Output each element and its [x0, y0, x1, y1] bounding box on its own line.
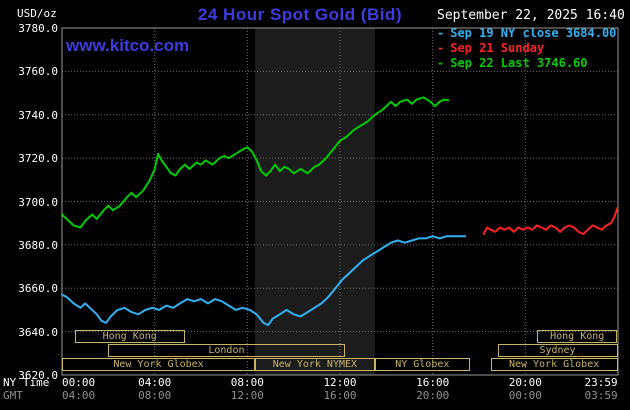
session-box: Sydney: [497, 344, 618, 357]
session-box: London: [108, 344, 345, 357]
x-tick-label-gmt: 16:00: [323, 389, 357, 402]
x-tick-label-ny: 04:00: [138, 376, 172, 389]
session-box: NY Globex: [374, 358, 470, 371]
y-tick-label: 3760.0: [18, 65, 58, 79]
series-sep22-last: [61, 96, 450, 229]
y-tick-label: 3780.0: [18, 22, 58, 35]
session-box: New York Globex: [490, 358, 618, 371]
x-tick-label-gmt: 12:00: [230, 389, 264, 402]
legend-label: Sep 21 Sunday: [450, 41, 545, 55]
y-tick-label: 3620.0: [18, 369, 58, 382]
x-tick-label-ny: 12:00: [323, 376, 357, 389]
session-box: Hong Kong: [74, 330, 185, 343]
legend-dash-icon: -: [437, 26, 445, 40]
legend-item: - Sep 19 NY close 3684.00: [437, 26, 616, 41]
session-box: New York Globex: [62, 358, 255, 371]
y-axis-units-label: USD/oz: [17, 7, 57, 20]
series-sep21-sunday: [482, 207, 619, 235]
legend-label: Sep 19 NY close 3684.00: [450, 26, 617, 40]
y-tick-label: 3720.0: [18, 152, 58, 166]
session-box: New York NYMEX: [255, 358, 375, 371]
x-tick-label-ny: 16:00: [416, 376, 450, 389]
y-tick-label: 3700.0: [18, 195, 58, 209]
series-sep19-ny-close: [61, 235, 467, 327]
plot-frame: [61, 27, 619, 376]
legend-item: - Sep 22 Last 3746.60: [437, 56, 616, 71]
kitco-watermark-link[interactable]: www.kitco.com: [66, 36, 190, 55]
x-tick-label-ny: 23:59: [584, 376, 618, 389]
x-tick-label-ny: 00:00: [62, 376, 96, 389]
y-tick-label: 3660.0: [18, 282, 58, 296]
session-box: Hong Kong: [536, 330, 618, 343]
datetime-stamp: September 22, 2025 16:40: [437, 8, 625, 23]
chart-title: 24 Hour Spot Gold (Bid): [197, 5, 403, 24]
y-tick-label: 3680.0: [18, 238, 58, 252]
legend: - Sep 19 NY close 3684.00- Sep 21 Sunday - S…: [437, 26, 616, 71]
x-tick-label-gmt: 04:00: [62, 389, 96, 402]
x-tick-label-ny: 08:00: [230, 376, 264, 389]
x-tick-label-gmt: 03:59: [584, 389, 618, 402]
gmt-axis-label: GMT: [3, 389, 23, 402]
x-tick-label-gmt: 08:00: [138, 389, 172, 402]
x-tick-label-ny: 20:00: [508, 376, 542, 389]
ny-time-axis-label: NY Time: [3, 376, 50, 389]
legend-item: - Sep 21 Sunday: [437, 41, 616, 56]
x-tick-label-gmt: 20:00: [416, 389, 450, 402]
legend-label: Sep 22 Last 3746.60: [450, 56, 588, 70]
legend-dash-icon: -: [437, 41, 445, 55]
y-tick-label: 3740.0: [18, 108, 58, 122]
y-tick-label: 3640.0: [18, 325, 58, 339]
x-tick-label-gmt: 00:00: [508, 389, 542, 402]
legend-dash-icon: -: [437, 56, 445, 70]
